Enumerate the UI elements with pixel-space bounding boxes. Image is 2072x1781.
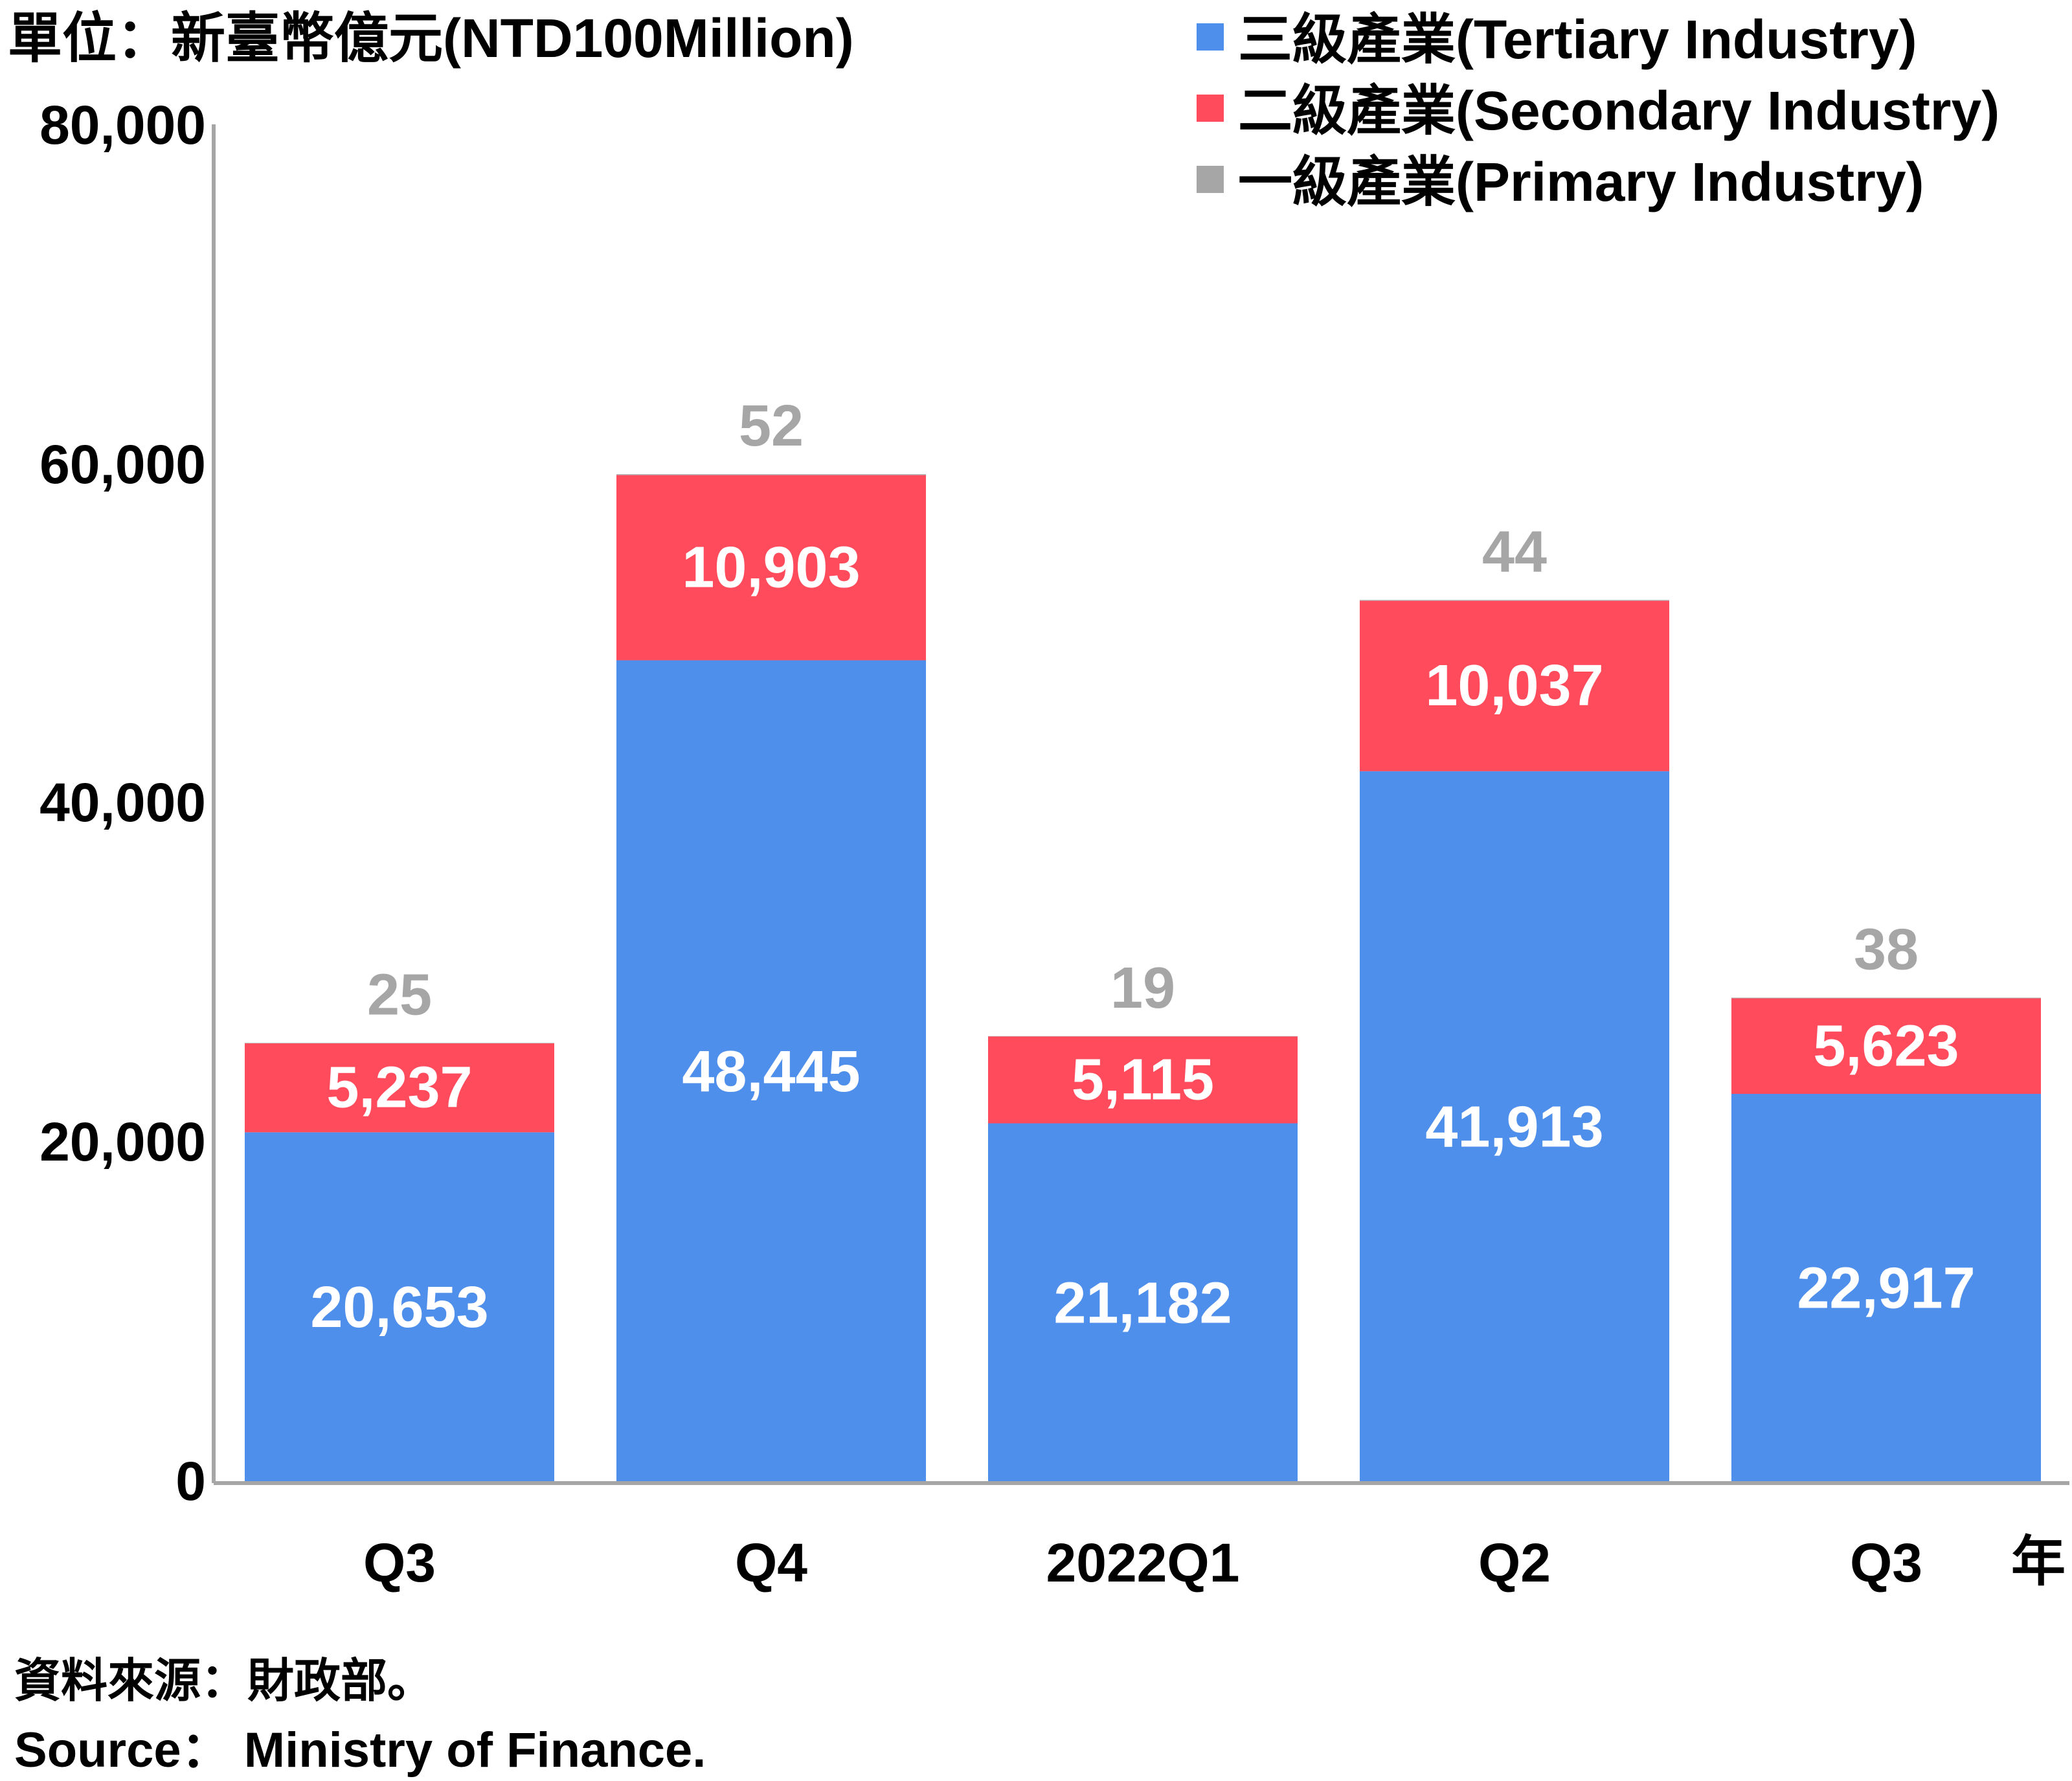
label-tertiary-0: 20,653 — [310, 1275, 488, 1340]
label-secondary-0: 5,237 — [326, 1056, 472, 1120]
legend: 三級產業(Tertiary Industry) 二級產業(Secondary I… — [1197, 9, 1999, 212]
x-axis: Q3 Q4 2022Q1 Q2 Q3 年 — [214, 1481, 2069, 1593]
label-tertiary-1: 48,445 — [682, 1039, 860, 1104]
bar-primary-2 — [988, 1036, 1298, 1037]
y-tick-label-3: 60,000 — [39, 434, 206, 495]
label-primary-1: 52 — [739, 394, 804, 459]
bar-secondary-1 — [616, 475, 926, 661]
label-primary-3: 44 — [1482, 519, 1547, 584]
label-secondary-2: 5,115 — [1072, 1047, 1214, 1112]
label-secondary-3: 10,037 — [1425, 653, 1603, 718]
label-primary-0: 25 — [367, 962, 432, 1027]
label-primary-4: 38 — [1854, 918, 1919, 982]
bar-secondary-0 — [245, 1043, 554, 1133]
y-tick-label-2: 40,000 — [39, 772, 206, 833]
y-axis: 0 20,000 40,000 60,000 80,000 — [39, 95, 216, 1512]
label-primary-2: 19 — [1110, 956, 1175, 1021]
x-unit-label: 年 — [2011, 1531, 2066, 1592]
label-tertiary-4: 22,917 — [1797, 1256, 1975, 1321]
bar-tertiary-1 — [616, 660, 926, 1484]
source-en: Source： Ministry of Finance. — [14, 1723, 706, 1778]
legend-label-secondary: 二級產業(Secondary Industry) — [1238, 80, 1999, 141]
x-tick-label-0: Q3 — [363, 1532, 436, 1593]
y-tick-label-1: 20,000 — [39, 1111, 206, 1172]
bar-secondary-3 — [1360, 600, 1669, 771]
bar-secondary-2 — [988, 1036, 1298, 1124]
y-tick-label-0: 0 — [175, 1451, 206, 1512]
x-tick-label-3: Q2 — [1478, 1532, 1551, 1593]
legend-swatch-tertiary — [1197, 23, 1224, 51]
label-tertiary-3: 41,913 — [1425, 1095, 1603, 1159]
bar-tertiary-0 — [245, 1132, 554, 1483]
bar-tertiary-2 — [988, 1123, 1298, 1483]
y-tick-label-4: 80,000 — [39, 95, 206, 155]
x-tick-label-4: Q3 — [1850, 1532, 1922, 1593]
bar-secondary-4 — [1731, 998, 2041, 1095]
unit-label: 單位：新臺幣億元(NTD100Million) — [8, 8, 854, 69]
legend-label-primary: 一級產業(Primary Industry) — [1238, 152, 1924, 212]
legend-label-tertiary: 三級產業(Tertiary Industry) — [1238, 9, 1917, 70]
label-secondary-1: 10,903 — [682, 536, 860, 600]
bar-primary-4 — [1731, 997, 2041, 999]
bar-tertiary-4 — [1731, 1094, 2041, 1483]
source-zh: 資料來源：財政部。 — [14, 1655, 434, 1707]
bar-primary-1 — [616, 474, 926, 475]
legend-swatch-primary — [1197, 166, 1224, 193]
label-tertiary-2: 21,182 — [1053, 1271, 1232, 1335]
x-tick-label-1: Q4 — [735, 1532, 807, 1593]
bar-tertiary-3 — [1360, 771, 1669, 1483]
label-secondary-4: 5,623 — [1813, 1014, 1959, 1078]
x-tick-label-2: 2022Q1 — [1046, 1532, 1240, 1593]
legend-swatch-secondary — [1197, 95, 1224, 122]
bars: 20,653 5,237 25 48,445 10,903 52 21,182 5,115 19… — [245, 394, 2041, 1484]
